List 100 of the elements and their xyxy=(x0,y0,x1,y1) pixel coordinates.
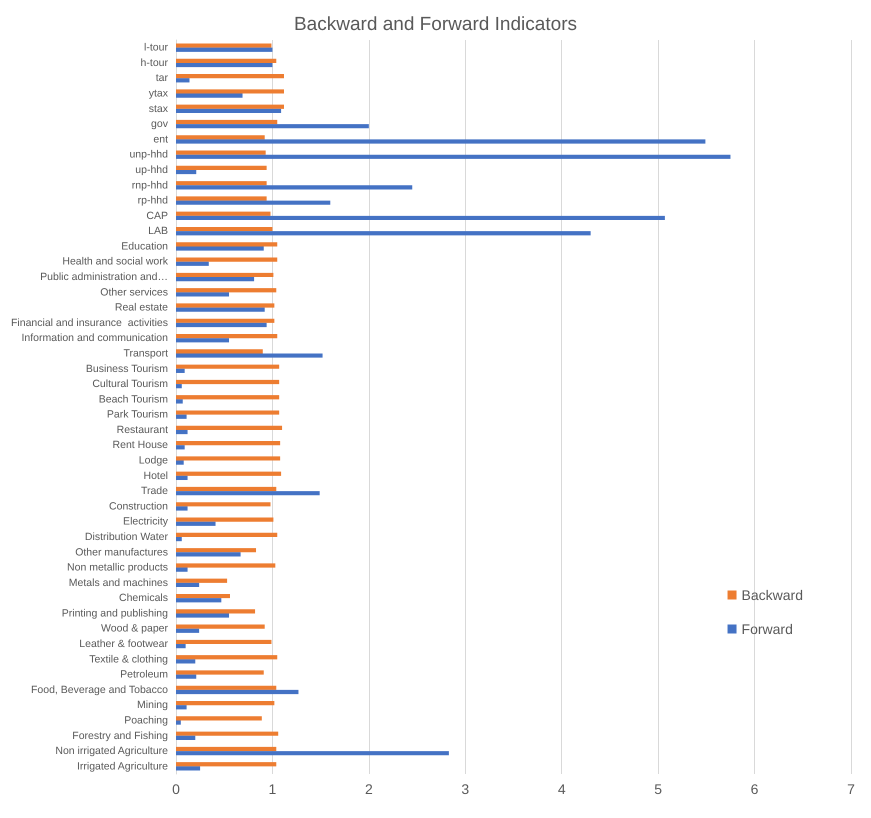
bar xyxy=(176,552,241,556)
bar xyxy=(176,200,330,205)
chart-title: Backward and Forward Indicators xyxy=(294,14,578,35)
bar xyxy=(176,78,190,82)
bar xyxy=(176,659,196,664)
y-tick-label: ent xyxy=(153,133,168,146)
y-tick-label: tar xyxy=(156,72,168,84)
bar xyxy=(176,762,276,766)
bar xyxy=(176,258,278,262)
x-tick-label: 3 xyxy=(461,781,470,797)
bar xyxy=(176,318,274,323)
bar xyxy=(176,135,265,140)
bar xyxy=(176,491,320,496)
bar xyxy=(176,766,200,771)
bar xyxy=(176,720,181,725)
y-tick-label: Education xyxy=(121,240,168,252)
bar xyxy=(176,322,267,328)
y-tick-label: Restaurant xyxy=(116,424,168,436)
bar xyxy=(176,609,256,614)
y-tick-label: Non irrigated Agriculture xyxy=(55,745,168,758)
y-tick-label: Health and social work xyxy=(62,256,169,268)
x-tick-label: 7 xyxy=(847,781,856,797)
bar xyxy=(176,74,284,78)
bar xyxy=(176,150,266,155)
y-tick-label: Mining xyxy=(137,699,168,712)
bar xyxy=(176,414,187,419)
bar xyxy=(176,308,265,312)
y-tick-label: Transport xyxy=(123,347,168,360)
y-tick-label: Irrigated Agriculture xyxy=(76,760,168,772)
bar xyxy=(176,655,278,660)
y-tick-label: Financial and insurance activities xyxy=(11,316,168,329)
bar xyxy=(176,48,272,52)
bar xyxy=(176,460,184,465)
y-tick-label: rp-hhd xyxy=(138,194,168,207)
bar xyxy=(176,58,276,63)
y-tick-label: stax xyxy=(148,102,169,115)
y-tick-label: Rent House xyxy=(112,439,168,452)
bar xyxy=(176,185,412,190)
bar xyxy=(176,644,186,648)
bar xyxy=(176,120,278,124)
bar xyxy=(176,628,200,633)
legend-label: Backward xyxy=(742,587,803,603)
y-tick-label: Trade xyxy=(140,485,168,498)
y-tick-label: Other manufactures xyxy=(75,546,168,558)
bar xyxy=(176,139,706,144)
bar xyxy=(176,670,264,675)
bar xyxy=(176,476,188,480)
y-tick-label: Information and communication xyxy=(22,332,168,344)
y-tick-label: rnp-hhd xyxy=(132,179,168,192)
bar xyxy=(176,104,284,109)
y-tick-label: Lodge xyxy=(138,454,168,467)
bar xyxy=(176,262,209,266)
y-tick-label: gov xyxy=(151,118,169,130)
bar xyxy=(176,216,665,220)
y-tick-label: Textile & clothing xyxy=(89,653,168,666)
bar xyxy=(176,598,222,602)
y-tick-label: Real estate xyxy=(114,302,168,314)
x-tick-label: 5 xyxy=(654,781,662,797)
y-tick-label: Electricity xyxy=(123,516,169,528)
y-tick-label: ytax xyxy=(148,88,169,100)
bar xyxy=(176,506,188,511)
bar xyxy=(176,441,280,446)
y-tick-label: Food, Beverage and Tobacco xyxy=(31,684,168,696)
bar xyxy=(176,732,278,736)
bar xyxy=(176,736,196,740)
bar xyxy=(176,700,274,706)
bar xyxy=(176,705,187,710)
bar xyxy=(176,181,267,186)
bar xyxy=(176,536,182,542)
bar xyxy=(176,624,265,629)
bar xyxy=(176,445,185,450)
bar xyxy=(176,384,182,388)
y-tick-label: h-tour xyxy=(140,56,168,69)
bar xyxy=(176,395,280,400)
y-tick-label: Chemicals xyxy=(118,592,168,604)
bar xyxy=(176,338,230,342)
y-tick-label: Construction xyxy=(109,500,168,512)
y-tick-label: unp-hhd xyxy=(129,148,168,161)
bar xyxy=(176,368,185,373)
bar xyxy=(176,226,272,232)
x-tick-label: 4 xyxy=(558,781,566,797)
y-tick-label: Leather & footwear xyxy=(79,638,168,650)
bar xyxy=(176,472,282,476)
bar xyxy=(176,272,274,278)
y-tick-label: Distribution Water xyxy=(84,530,168,543)
bar xyxy=(176,170,196,174)
y-tick-label: Park Tourism xyxy=(106,408,168,421)
y-tick-label: l-tour xyxy=(144,42,168,54)
x-tick-label: 6 xyxy=(750,781,759,797)
y-tick-label: Business Tourism xyxy=(86,362,168,375)
bar xyxy=(176,43,272,48)
y-tick-label: Forestry and Fishing xyxy=(72,730,168,742)
y-tick-label: CAP xyxy=(146,210,168,222)
bar xyxy=(176,349,263,354)
bar xyxy=(176,399,183,404)
y-tick-label: Hotel xyxy=(143,470,168,482)
bar xyxy=(176,426,282,430)
bar xyxy=(176,674,196,679)
bar xyxy=(176,242,278,246)
bar xyxy=(176,89,284,94)
